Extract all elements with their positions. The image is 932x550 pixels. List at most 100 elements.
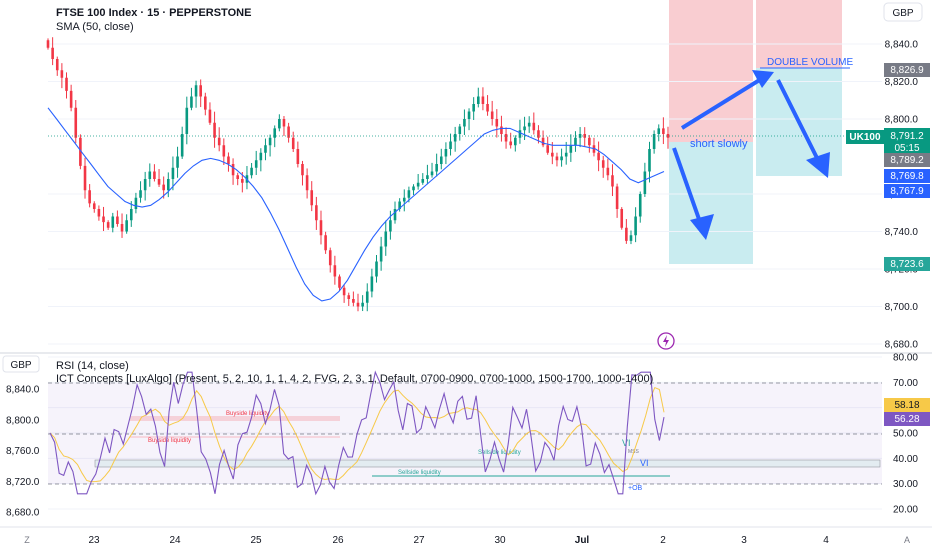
candle-body bbox=[384, 231, 388, 247]
candle-body bbox=[541, 137, 545, 146]
candle-body bbox=[356, 302, 360, 307]
candle-body bbox=[514, 137, 517, 146]
candle-body bbox=[430, 171, 434, 176]
rsi-tick-label: 50.00 bbox=[893, 429, 918, 440]
candle-body bbox=[393, 209, 397, 221]
candle-body bbox=[143, 179, 147, 191]
candle-body bbox=[250, 167, 253, 176]
candle-body bbox=[509, 141, 512, 146]
candle-body bbox=[324, 235, 327, 251]
candle-body bbox=[416, 182, 420, 187]
candle-body bbox=[495, 119, 499, 127]
time-label: Jul bbox=[575, 535, 590, 546]
short-slowly-label: short slowly bbox=[690, 138, 748, 150]
candle-body bbox=[662, 128, 665, 134]
candle-body bbox=[65, 77, 68, 91]
candle-body bbox=[296, 149, 300, 164]
candle-body bbox=[449, 141, 452, 149]
short-risk-zone[interactable] bbox=[669, 0, 753, 142]
candle-body bbox=[46, 40, 50, 48]
candle-body bbox=[463, 119, 466, 127]
candle-body bbox=[342, 287, 346, 296]
auto-scale-button[interactable]: A bbox=[904, 535, 910, 545]
price-tag-double-volume: 8,826.9 bbox=[884, 63, 930, 77]
sellside-liquidity-label-2: Sellside liquidity bbox=[398, 470, 441, 476]
candle-body bbox=[458, 126, 462, 134]
candle-body bbox=[60, 70, 64, 78]
double-volume-label: DOUBLE VOLUME bbox=[767, 57, 853, 68]
candle-body bbox=[301, 164, 304, 176]
candle-body bbox=[365, 291, 369, 303]
arrow-up-double-volume[interactable] bbox=[680, 70, 774, 130]
candle-body bbox=[389, 220, 392, 232]
lower-currency-button[interactable] bbox=[2, 355, 40, 373]
candle-body bbox=[162, 184, 165, 191]
candle-body bbox=[634, 216, 637, 236]
candle-body bbox=[106, 222, 110, 228]
lightning-icon[interactable] bbox=[657, 332, 675, 350]
candle-body bbox=[578, 134, 582, 138]
candle-body bbox=[273, 128, 277, 138]
candle-body bbox=[116, 216, 119, 224]
double-volume-risk-zone[interactable] bbox=[756, 0, 842, 68]
candle-body bbox=[476, 96, 480, 104]
left-tick-label: 8,840.0 bbox=[6, 385, 40, 396]
candle-body bbox=[347, 295, 351, 299]
arrow-down-short[interactable] bbox=[672, 147, 714, 240]
candle-body bbox=[583, 134, 587, 138]
candle-body bbox=[88, 190, 91, 204]
left-tick-label: 8,760.0 bbox=[6, 446, 40, 457]
candle-body bbox=[199, 85, 202, 97]
rsi-band bbox=[48, 383, 882, 484]
candle-body bbox=[328, 250, 332, 266]
candle-body bbox=[305, 175, 309, 191]
candle-body bbox=[254, 160, 258, 168]
rsi-gridlines bbox=[48, 356, 882, 510]
candle-body bbox=[129, 209, 133, 221]
candle-body bbox=[102, 216, 105, 223]
candle-body bbox=[51, 47, 54, 59]
candle-body bbox=[551, 152, 554, 157]
fvg-label-2: VI bbox=[640, 458, 649, 468]
candle-body bbox=[55, 59, 59, 71]
candle-body bbox=[315, 205, 318, 221]
candle-body bbox=[231, 164, 235, 176]
price-tag-prev: 8,789.2 bbox=[884, 153, 930, 167]
candle-body bbox=[166, 179, 170, 191]
candle-body bbox=[92, 203, 96, 209]
rsi-line bbox=[49, 370, 665, 496]
candle-body bbox=[264, 145, 267, 153]
time-label: 24 bbox=[169, 535, 181, 546]
time-label: 30 bbox=[494, 535, 506, 546]
candle-body bbox=[236, 175, 240, 179]
sma-line bbox=[47, 107, 665, 302]
candle-body bbox=[564, 152, 568, 157]
rsi-tick-label: 20.00 bbox=[893, 505, 918, 516]
candle-body bbox=[629, 235, 633, 241]
candle-body bbox=[310, 190, 314, 206]
candle-body bbox=[180, 134, 184, 157]
candle-body bbox=[222, 145, 226, 157]
sellside-liquidity-label-1: Sellside liquidity bbox=[478, 450, 521, 456]
candle-body bbox=[227, 156, 230, 164]
price-tag-sma-alt: 8,767.9 bbox=[884, 184, 930, 198]
candle-body bbox=[532, 122, 536, 131]
candle-body bbox=[176, 156, 179, 168]
timezone-button[interactable]: Z bbox=[24, 535, 30, 545]
svg-text:8,789.2: 8,789.2 bbox=[890, 155, 924, 166]
currency-button[interactable] bbox=[883, 2, 923, 22]
short-target-zone[interactable] bbox=[669, 142, 753, 264]
svg-text:8,769.8: 8,769.8 bbox=[890, 171, 924, 182]
price-tick-label: 8,820.0 bbox=[885, 77, 919, 88]
rsi-tick-label: 40.00 bbox=[893, 454, 918, 465]
candle-body bbox=[208, 109, 212, 123]
candle-body bbox=[338, 276, 341, 288]
time-label: 4 bbox=[823, 535, 829, 546]
arrow-down-target[interactable] bbox=[776, 79, 830, 178]
candle-body bbox=[643, 171, 647, 194]
rsi-tag-value: 56.28 bbox=[884, 412, 930, 426]
time-label: 25 bbox=[250, 535, 262, 546]
candle-body bbox=[439, 156, 443, 164]
rsi-tick-label: 80.00 bbox=[893, 353, 918, 364]
